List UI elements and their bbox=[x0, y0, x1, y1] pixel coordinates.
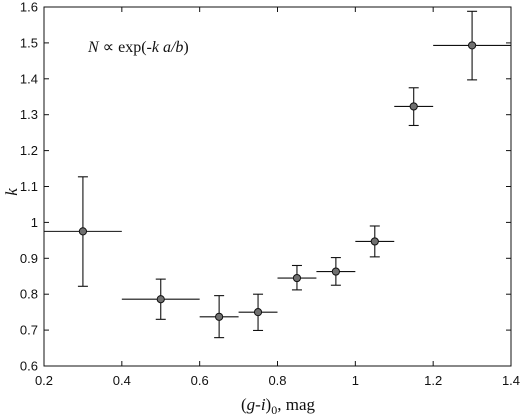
x-tick-label: 1.2 bbox=[424, 373, 442, 388]
x-tick-label: 0.4 bbox=[113, 373, 131, 388]
data-point-group bbox=[277, 264, 317, 291]
data-point bbox=[292, 273, 302, 283]
x-axis-title: (g-i)0, mag bbox=[241, 395, 316, 417]
data-point-group bbox=[238, 293, 278, 332]
data-point-group bbox=[433, 10, 511, 81]
y-tick-label: 0.8 bbox=[20, 287, 38, 302]
y-tick-label: 1.2 bbox=[20, 143, 38, 158]
y-tick-label: 1 bbox=[31, 215, 38, 230]
y-tick-label: 0.7 bbox=[20, 323, 38, 338]
x-tick-label: 0.6 bbox=[191, 373, 209, 388]
annotation-exp: ∝ exp(- bbox=[99, 39, 152, 56]
y-tick-label: 0.6 bbox=[20, 359, 38, 374]
y-tick-label: 1.4 bbox=[20, 71, 38, 86]
annotation: N ∝ exp(-k a/b) bbox=[87, 39, 189, 56]
data-point bbox=[409, 102, 418, 111]
y-tick-label: 0.9 bbox=[20, 251, 38, 266]
x-axis-title-unit: , mag bbox=[277, 395, 315, 414]
x-axis-title-subscript: 0 bbox=[271, 403, 277, 417]
data-point bbox=[78, 227, 88, 236]
data-point-group bbox=[121, 278, 200, 320]
x-axis-title-open: ( bbox=[241, 395, 247, 414]
x-axis-title-color: g-i bbox=[247, 395, 266, 414]
data-point bbox=[156, 295, 165, 304]
data-point-group bbox=[394, 87, 434, 127]
y-axis-title: k bbox=[2, 188, 21, 196]
data-point bbox=[331, 267, 340, 276]
x-tick-label: 0.2 bbox=[35, 373, 53, 388]
data-point bbox=[370, 237, 379, 246]
x-tick-label: 0.8 bbox=[268, 373, 286, 388]
data-point bbox=[253, 308, 263, 317]
x-tick-label: 1.4 bbox=[502, 373, 520, 388]
y-tick-label: 1.6 bbox=[20, 0, 38, 15]
annotation-kab: k a/b bbox=[152, 39, 184, 56]
y-tick-label: 1.5 bbox=[20, 35, 38, 50]
y-tick-label: 1.3 bbox=[20, 107, 38, 122]
annotation-n: N bbox=[87, 39, 100, 56]
data-point-group bbox=[316, 257, 356, 286]
data-point bbox=[215, 312, 224, 321]
data-point bbox=[467, 41, 477, 50]
y-tick-label: 1.1 bbox=[20, 179, 38, 194]
data-point-group bbox=[44, 176, 122, 287]
x-tick-label: 1 bbox=[352, 373, 359, 388]
axis-ticks: 0.2 0.4 0.6 0.8 1 1.2 1.4 0.6 0.7 0.8 0.9 1 1.1 1.2 1.… bbox=[20, 0, 520, 388]
x-axis-title-close: ) bbox=[266, 395, 272, 414]
data-point-group bbox=[355, 225, 395, 258]
data-point-group bbox=[199, 295, 239, 339]
data-marks bbox=[44, 10, 511, 339]
annotation-close: ) bbox=[183, 39, 188, 56]
